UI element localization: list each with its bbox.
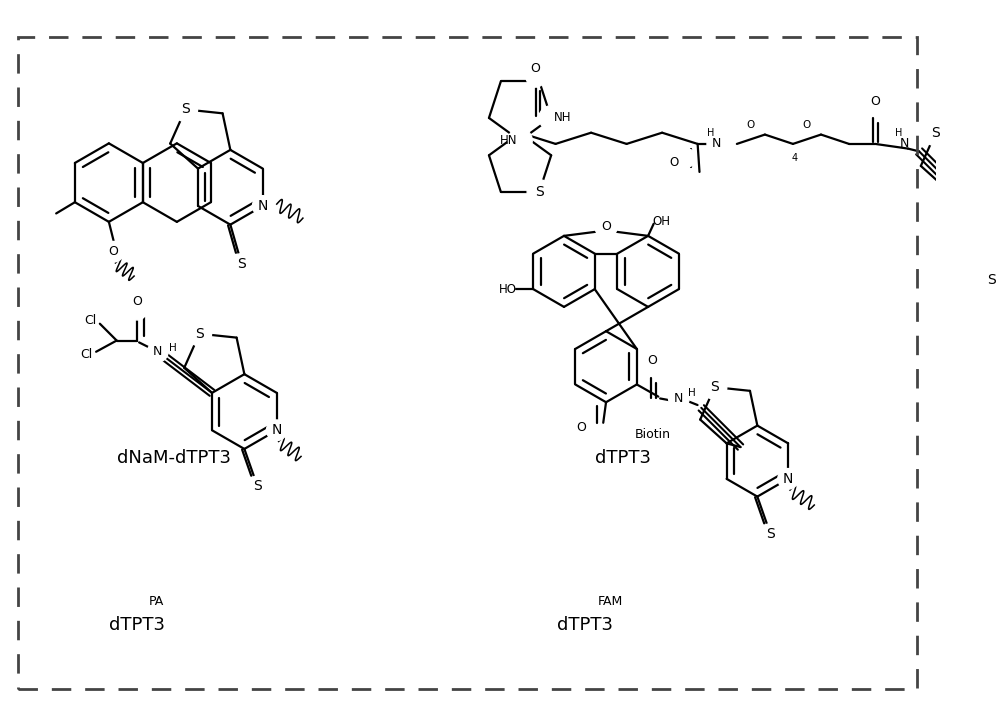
Text: S: S bbox=[253, 479, 262, 493]
Circle shape bbox=[923, 121, 947, 146]
Text: O: O bbox=[132, 295, 142, 308]
Circle shape bbox=[187, 322, 212, 346]
Circle shape bbox=[998, 215, 1000, 236]
Text: S: S bbox=[237, 257, 246, 271]
Text: O: O bbox=[576, 421, 586, 434]
Text: O: O bbox=[109, 245, 118, 258]
Circle shape bbox=[231, 254, 252, 274]
Text: N: N bbox=[272, 423, 282, 437]
Text: O: O bbox=[601, 220, 611, 233]
Text: HN: HN bbox=[500, 134, 517, 147]
Circle shape bbox=[707, 135, 726, 153]
Text: Cl: Cl bbox=[80, 348, 92, 361]
Text: S: S bbox=[535, 185, 544, 199]
Text: dNaM-dTPT3: dNaM-dTPT3 bbox=[117, 450, 231, 468]
Text: S: S bbox=[181, 102, 190, 117]
Circle shape bbox=[526, 68, 545, 87]
Text: Biotin: Biotin bbox=[635, 428, 671, 442]
Circle shape bbox=[173, 97, 198, 122]
Text: H: H bbox=[895, 128, 902, 138]
Circle shape bbox=[527, 180, 551, 204]
Text: S: S bbox=[710, 380, 719, 394]
Text: S: S bbox=[931, 126, 940, 141]
Circle shape bbox=[539, 106, 563, 130]
Circle shape bbox=[252, 196, 273, 216]
Text: H: H bbox=[688, 388, 696, 398]
Text: O: O bbox=[803, 120, 811, 130]
Circle shape bbox=[677, 149, 696, 167]
Text: O: O bbox=[531, 62, 541, 75]
Text: dTPT3: dTPT3 bbox=[595, 450, 651, 468]
Circle shape bbox=[128, 302, 147, 320]
Circle shape bbox=[702, 375, 727, 399]
Text: N: N bbox=[783, 472, 793, 486]
Text: S: S bbox=[987, 273, 995, 287]
Text: H: H bbox=[707, 128, 714, 138]
Circle shape bbox=[778, 468, 798, 489]
Circle shape bbox=[266, 420, 287, 441]
Text: N: N bbox=[712, 138, 721, 150]
Text: Cl: Cl bbox=[84, 315, 96, 328]
Text: PA: PA bbox=[149, 594, 164, 608]
Text: 4: 4 bbox=[792, 153, 798, 163]
Text: OH: OH bbox=[653, 215, 671, 228]
Circle shape bbox=[760, 523, 781, 544]
Text: N: N bbox=[899, 138, 909, 150]
Text: S: S bbox=[195, 327, 204, 341]
Circle shape bbox=[669, 388, 689, 409]
Text: FAM: FAM bbox=[598, 594, 623, 608]
Text: O: O bbox=[648, 354, 658, 367]
Circle shape bbox=[247, 476, 268, 497]
Text: N: N bbox=[674, 392, 684, 405]
Text: dTPT3: dTPT3 bbox=[109, 616, 165, 634]
Text: dTPT3: dTPT3 bbox=[557, 616, 613, 634]
Text: NH: NH bbox=[554, 112, 571, 125]
Text: N: N bbox=[258, 199, 268, 213]
Circle shape bbox=[595, 215, 617, 238]
Text: H: H bbox=[169, 343, 177, 353]
Text: O: O bbox=[670, 156, 679, 169]
Circle shape bbox=[981, 270, 1000, 291]
Text: HO: HO bbox=[498, 283, 516, 296]
Text: O: O bbox=[747, 120, 755, 130]
Text: O: O bbox=[870, 96, 880, 109]
Text: S: S bbox=[766, 527, 775, 541]
Circle shape bbox=[148, 341, 168, 362]
Circle shape bbox=[103, 241, 124, 262]
Text: N: N bbox=[153, 345, 162, 358]
Circle shape bbox=[508, 128, 532, 153]
